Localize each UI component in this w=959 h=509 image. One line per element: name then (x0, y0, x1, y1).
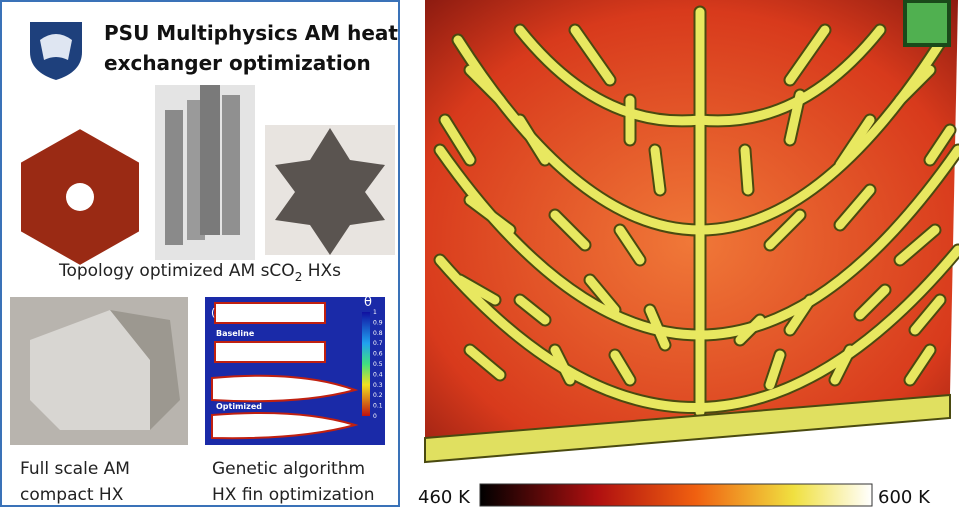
caption-subscript: 2 (295, 270, 303, 284)
full-scale-caption: compact HX (20, 485, 124, 505)
logo-lion (40, 34, 72, 60)
theta-tick-label: 0 (373, 413, 377, 420)
theta-colorbar (362, 312, 370, 416)
baseline-fin (215, 342, 325, 362)
inlet-marker (905, 1, 949, 45)
theta-tick-label: 0.4 (373, 371, 383, 378)
theta-tick-label: 1 (373, 309, 377, 316)
temperature-colorbar (480, 484, 872, 506)
theta-title: θ (364, 295, 372, 310)
inset-optimized: Optimized (216, 402, 262, 411)
theta-tick-label: 0.2 (373, 392, 383, 399)
inset-baseline: Baseline (216, 329, 255, 338)
title-line: exchanger optimization (104, 51, 371, 75)
caption-suffix: HXs (302, 261, 341, 281)
genetic-caption: Genetic algorithm (212, 459, 365, 479)
theta-tick-label: 0.3 (373, 382, 383, 389)
title-line: PSU Multiphysics AM heat (104, 21, 398, 45)
theta-ticks: 1 0.9 0.8 0.7 0.6 0.5 0.4 0.3 0.2 0.1 0 (373, 309, 383, 420)
tower (165, 110, 183, 245)
colorbar-max: 600 K (878, 487, 931, 508)
full-scale-caption: Full scale AM (20, 459, 130, 479)
theta-tick-label: 0.1 (373, 403, 383, 410)
theta-tick-label: 0.9 (373, 319, 383, 326)
inset-label: (a) (211, 306, 226, 319)
slide: PSU Multiphysics AM heat exchanger optim… (0, 0, 959, 509)
theta-tick-label: 0.8 (373, 330, 383, 337)
theta-tick-label: 0.6 (373, 351, 383, 358)
baseline-fin (215, 303, 325, 323)
colorbar-min: 460 K (418, 487, 471, 508)
tower (222, 95, 240, 235)
genetic-caption: HX fin optimization (212, 485, 375, 505)
theta-tick-label: 0.5 (373, 361, 383, 368)
theta-tick-label: 0.7 (373, 340, 383, 347)
tower (200, 85, 220, 235)
caption-text: Topology optimized AM sCO (58, 261, 295, 281)
hex-center (66, 183, 94, 211)
